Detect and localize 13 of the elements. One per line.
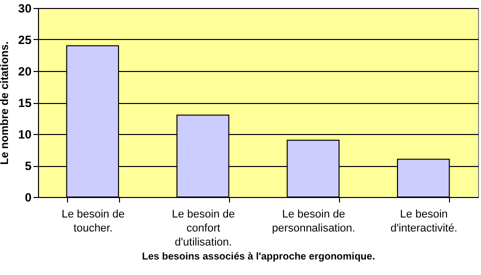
- y-tick-label: 15: [18, 96, 32, 110]
- x-tick-label: Le besoin de personnalisation.: [272, 208, 356, 234]
- x-axis-title: Les besoins associés à l'approche ergonomique.: [142, 252, 376, 262]
- y-axis-title: Le nombre de citations.: [0, 41, 12, 165]
- y-tick-label: 25: [18, 33, 32, 47]
- x-tick-label: Le besoin d'interactivité.: [390, 208, 458, 234]
- x-tick-label: Le besoin de toucher.: [62, 208, 125, 234]
- y-tick-label: 0: [24, 190, 32, 204]
- y-tick-label: 30: [18, 2, 32, 16]
- y-tick-label: 5: [24, 159, 32, 173]
- y-tick-label: 20: [18, 64, 32, 78]
- y-tick-label: 10: [18, 128, 32, 142]
- x-tick-label: Le besoin de confort d'utilisation.: [172, 208, 235, 248]
